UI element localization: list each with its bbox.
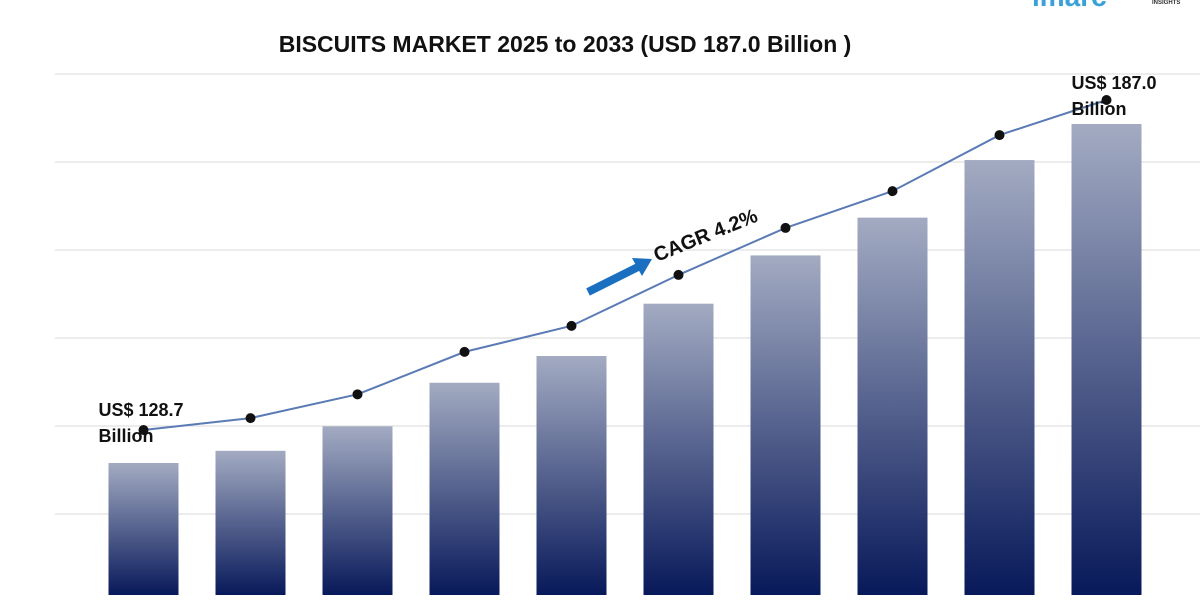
bar xyxy=(536,356,607,595)
logo: imarc xyxy=(1032,0,1107,12)
bar xyxy=(1071,124,1142,595)
trend-point xyxy=(245,413,256,424)
trend-point xyxy=(459,346,470,357)
trend-point xyxy=(566,320,577,331)
trend-point xyxy=(887,186,898,197)
cagr-label: CAGR 4.2% xyxy=(651,205,761,267)
cagr-arrow xyxy=(586,262,642,296)
trend-point xyxy=(138,425,149,435)
bars xyxy=(108,124,1142,595)
bar xyxy=(643,303,714,595)
trend-line xyxy=(143,99,1107,431)
logo-tagline: INSIGHTS xyxy=(1152,0,1180,6)
bar xyxy=(964,160,1035,595)
trend-point xyxy=(673,269,684,280)
trend xyxy=(138,95,1112,435)
trend-point xyxy=(780,222,791,233)
bar xyxy=(322,426,393,595)
bar xyxy=(750,255,821,595)
value-label: US$ 128.7 Billion xyxy=(98,400,184,446)
bar xyxy=(108,463,179,595)
bar xyxy=(429,382,500,595)
bar xyxy=(215,450,286,595)
trend-point xyxy=(994,130,1005,141)
bar xyxy=(857,217,928,595)
trend-point xyxy=(1101,95,1112,105)
value-label: US$ 187.0 Billion xyxy=(1071,73,1157,119)
chart-title: BISCUITS MARKET 2025 to 2033 (USD 187.0 … xyxy=(279,31,852,57)
cagr-arrowhead xyxy=(632,258,652,276)
trend-point xyxy=(352,389,363,400)
